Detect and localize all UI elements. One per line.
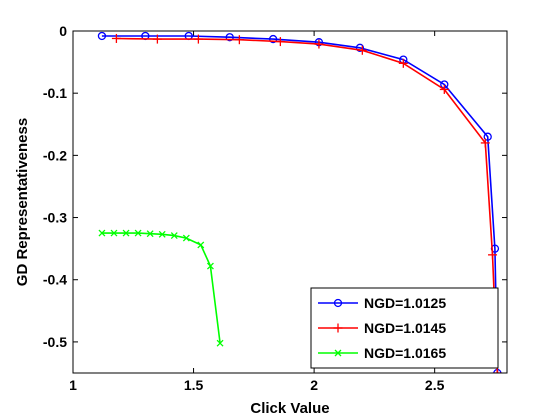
data-point	[182, 234, 190, 242]
x-tick-label: 2.5	[425, 377, 445, 393]
data-point	[355, 43, 365, 52]
data-point	[398, 58, 408, 68]
data-point	[334, 349, 342, 357]
data-point	[275, 37, 285, 47]
data-point	[268, 34, 278, 44]
legend-label: NGD=1.0165	[364, 345, 446, 361]
plot-frame	[72, 30, 508, 374]
data-point	[146, 230, 154, 238]
legend-item: NGD=1.0165	[318, 345, 446, 361]
series-line	[101, 35, 499, 373]
data-point	[206, 262, 214, 270]
y-tick-label: -0.5	[43, 334, 67, 350]
x-tick-label: 2	[310, 377, 318, 393]
series-group	[97, 31, 502, 373]
data-point	[333, 298, 343, 308]
legend-items: NGD=1.0125 NGD=1.0145 NGD=1.0165	[318, 295, 446, 361]
data-point	[483, 132, 492, 141]
axes: 1 1.5 2 2.5 0 -0.1 -0.2 -0.3 -0.4 -0.5	[43, 23, 507, 393]
y-tick-label: -0.2	[43, 147, 67, 163]
series-2	[111, 33, 502, 373]
data-point	[439, 84, 449, 94]
data-point	[488, 250, 498, 260]
data-point	[158, 230, 166, 238]
x-axis-title: Click Value	[250, 400, 329, 417]
data-point	[225, 33, 234, 42]
series-3	[98, 229, 224, 347]
data-point	[357, 45, 367, 55]
series-line	[116, 37, 499, 373]
data-point	[134, 229, 142, 237]
data-point	[110, 229, 118, 237]
data-point	[152, 34, 162, 44]
series-1	[97, 31, 502, 373]
y-tick-label: -0.4	[43, 272, 67, 288]
data-point	[234, 35, 244, 45]
legend-box	[310, 287, 499, 369]
y-tick-label: -0.1	[43, 85, 67, 101]
y-axis-title: GD Representativeness	[14, 118, 31, 286]
data-point	[97, 31, 107, 41]
data-point	[170, 232, 178, 240]
data-point	[480, 138, 490, 148]
y-tick-label: -0.3	[43, 210, 67, 226]
data-point	[314, 39, 324, 49]
data-point	[111, 33, 121, 43]
data-point	[193, 34, 203, 44]
legend-item: NGD=1.0125	[318, 295, 446, 311]
legend: NGD=1.0125 NGD=1.0145 NGD=1.0165	[310, 287, 499, 369]
data-point	[216, 339, 224, 347]
legend-item: NGD=1.0145	[318, 320, 446, 336]
y-tick-label: 0	[59, 23, 67, 39]
data-point	[122, 229, 130, 237]
x-tick-label: 1.5	[184, 377, 204, 393]
x-tick-label: 1	[69, 377, 77, 393]
legend-label: NGD=1.0125	[364, 295, 446, 311]
legend-label: NGD=1.0145	[364, 320, 446, 336]
data-point	[492, 368, 502, 373]
data-point	[333, 323, 343, 333]
data-point	[98, 229, 106, 237]
data-point	[197, 241, 205, 249]
